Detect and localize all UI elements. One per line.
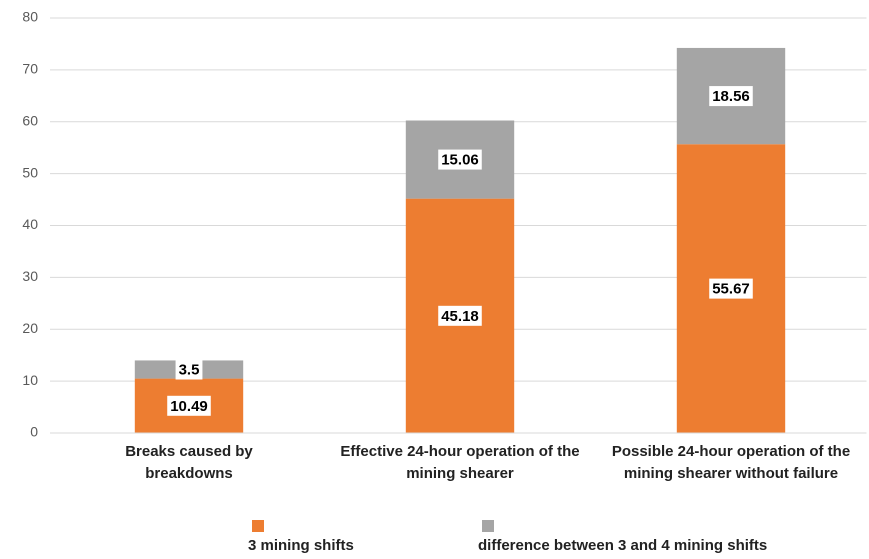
data-label: 45.18 [441,308,479,325]
data-label: 3.5 [179,361,200,378]
data-label: 10.49 [170,398,208,415]
y-tick-label: 60 [22,112,38,128]
y-tick-label: 70 [22,61,38,77]
x-tick-label: Possible 24-hour operation of the mining… [611,443,851,482]
y-tick-label: 0 [30,424,38,440]
legend-label: 3 mining shifts [248,537,354,554]
x-tick-label: Effective 24-hour operation of the minin… [340,443,580,482]
label-box [438,305,482,326]
label-box [709,278,753,299]
y-tick-label: 30 [22,268,38,284]
y-tick-label: 20 [22,320,38,336]
y-tick-label: 10 [22,372,38,388]
label-box [438,149,482,170]
x-tick-label: Breaks caused by breakdowns [125,443,253,482]
data-label: 15.06 [441,152,479,169]
legend-label: difference between 3 and 4 mining shifts [478,537,768,554]
y-tick-label: 50 [22,164,38,180]
y-tick-label: 80 [22,9,38,25]
legend-swatch [252,520,264,532]
label-box [167,395,211,416]
label-box [709,86,753,107]
legend-swatch [482,520,494,532]
y-tick-label: 40 [22,216,38,232]
label-box [175,359,203,380]
data-label: 18.56 [712,88,750,105]
data-label: 55.67 [712,281,750,298]
